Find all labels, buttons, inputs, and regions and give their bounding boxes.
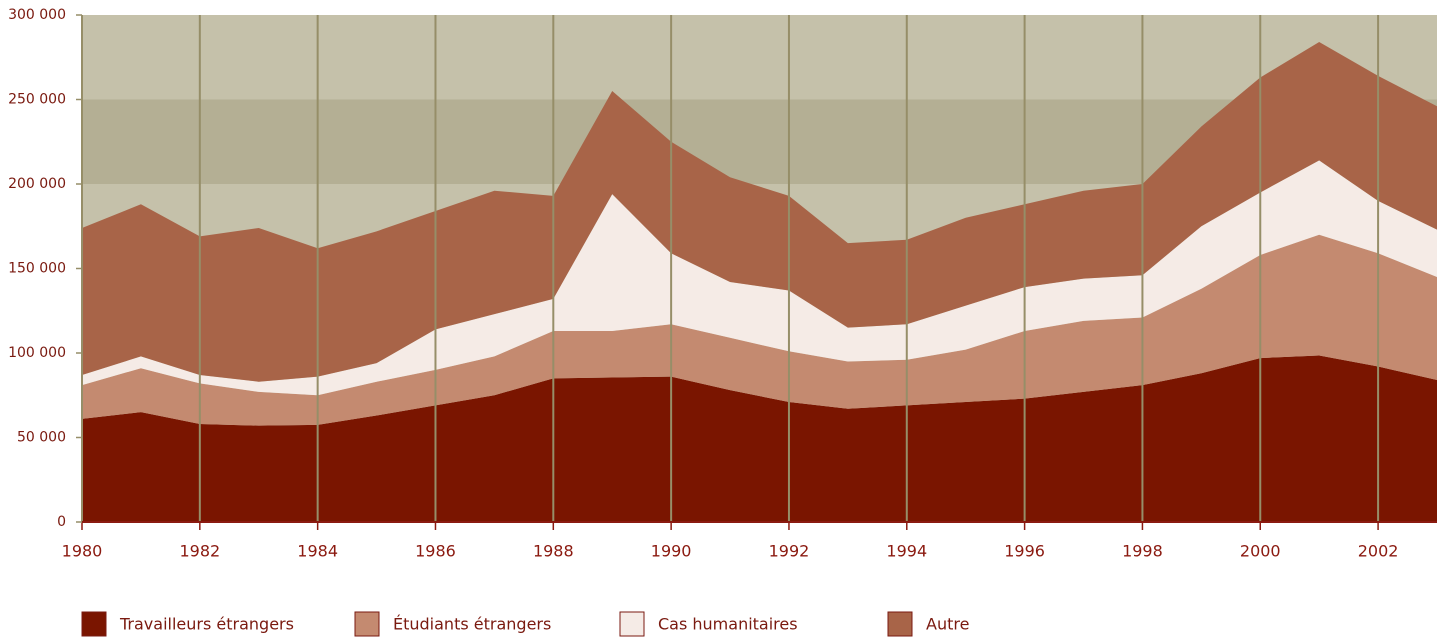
legend-swatch (354, 611, 380, 637)
legend-label: Travailleurs étrangers (119, 615, 294, 634)
y-tick-label: 100 000 (8, 345, 66, 361)
legend-label: Autre (926, 615, 969, 634)
y-tick-label: 250 000 (8, 92, 66, 108)
y-tick-label: 150 000 (8, 261, 66, 277)
y-tick-label: 0 (57, 514, 66, 530)
legend-swatch (81, 611, 107, 637)
x-tick-label: 1982 (179, 542, 220, 561)
x-tick-label: 1992 (769, 542, 810, 561)
legend-swatch (887, 611, 913, 637)
y-tick-label: 200 000 (8, 176, 66, 192)
x-tick-label: 2002 (1358, 542, 1399, 561)
x-tick-label: 1990 (651, 542, 692, 561)
x-tick-label: 1998 (1122, 542, 1163, 561)
legend-label: Cas humanitaires (658, 615, 798, 634)
x-tick-label: 1996 (1004, 542, 1045, 561)
legend-swatch (619, 611, 645, 637)
area (82, 234, 1437, 426)
y-tick-label: 50 000 (17, 430, 66, 446)
x-tick-label: 1984 (297, 542, 338, 561)
x-tick-label: 1988 (533, 542, 574, 561)
x-tick-label: 1980 (62, 542, 103, 561)
legend-label: Étudiants étrangers (393, 615, 551, 634)
area (82, 160, 1437, 396)
x-tick-label: 1986 (415, 542, 456, 561)
x-tick-label: 2000 (1240, 542, 1281, 561)
area (82, 355, 1437, 522)
area (82, 42, 1437, 382)
y-tick-label: 300 000 (8, 7, 66, 23)
x-tick-label: 1994 (886, 542, 927, 561)
